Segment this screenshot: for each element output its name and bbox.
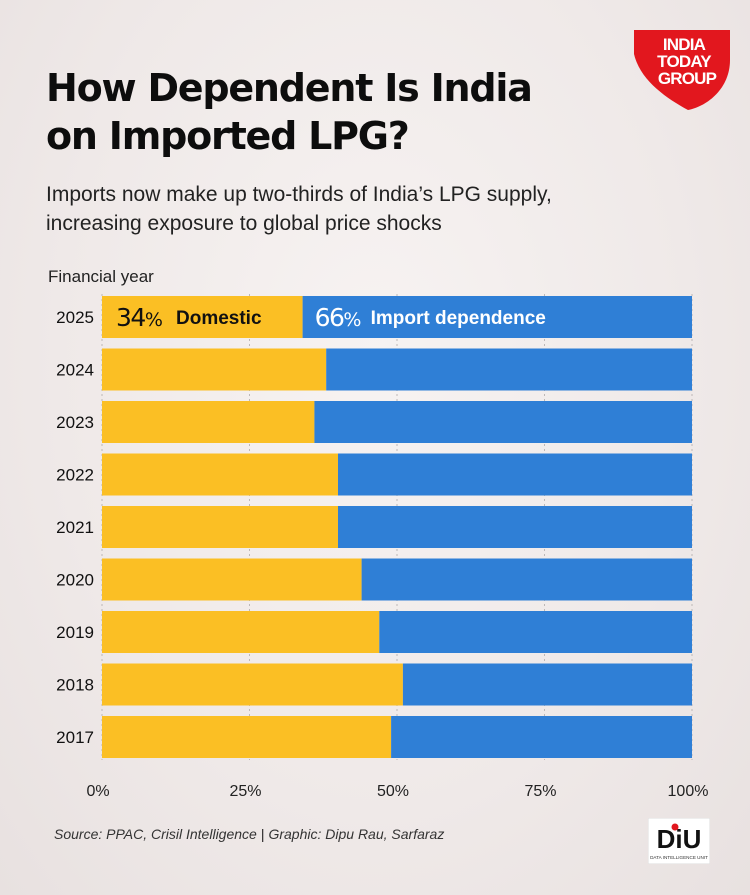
diu-badge-background — [648, 818, 710, 864]
source-note: Source: PPAC, Crisil Intelligence | Graphi… — [54, 826, 444, 842]
bar-domestic — [102, 506, 338, 548]
x-tick-label: 25% — [229, 783, 261, 800]
diu-badge: DiU DATA INTELLIGENCE UNIT — [648, 818, 710, 864]
logo-shield-shape — [634, 30, 730, 110]
y-tick-label: 2018 — [56, 676, 94, 695]
bar-import — [361, 558, 692, 601]
diu-badge-dot — [671, 823, 679, 831]
bar-import — [338, 506, 692, 548]
import-value: 66 — [315, 303, 344, 332]
title-line-2: on Imported LPG? — [46, 114, 410, 158]
india-today-group-logo: INDIA TODAY GROUP — [634, 30, 730, 110]
x-tick-label: 0% — [86, 783, 109, 800]
diu-badge-caption: DATA INTELLIGENCE UNIT — [650, 855, 708, 860]
bar-import — [338, 453, 692, 496]
title-line-1: How Dependent Is India — [46, 66, 533, 110]
legend-domestic: Domestic — [176, 308, 262, 329]
bar-import — [326, 348, 692, 391]
bar-import — [314, 401, 692, 443]
y-tick-label: 2023 — [56, 413, 94, 432]
y-tick-label: 2024 — [56, 361, 94, 380]
bar-import — [379, 611, 692, 653]
bar-domestic — [102, 716, 392, 758]
labels: 0% 25% 50% 75% 100% 2025 2024 2023 2022 2021 2020 2… — [56, 303, 708, 800]
source-text: Source: PPAC, Crisil Intelligence — [54, 826, 257, 842]
y-tick-label: 2021 — [56, 518, 94, 537]
y-axis-title: Financial year — [48, 267, 154, 286]
x-tick-label: 75% — [524, 783, 556, 800]
bars — [102, 296, 692, 758]
subtitle-line-2: increasing exposure to global price shoc… — [46, 212, 442, 235]
bar-import — [391, 716, 692, 758]
source-separator: | — [260, 826, 265, 842]
bar-domestic — [102, 348, 327, 391]
bar-domestic — [102, 453, 338, 496]
bar-import — [302, 296, 692, 338]
domestic-percent-sign: % — [145, 309, 162, 331]
bar-domestic — [102, 663, 403, 706]
subtitle-line-1: Imports now make up two-thirds of India’… — [46, 183, 552, 206]
domestic-data-label: 34% — [116, 303, 162, 332]
chart-subtitle: Imports now make up two-thirds of India’… — [46, 180, 686, 238]
x-tick-label: 50% — [377, 783, 409, 800]
domestic-value: 34 — [116, 303, 145, 332]
bar-domestic — [102, 558, 362, 601]
logo-line-3: GROUP — [658, 69, 717, 88]
y-tick-label: 2017 — [56, 728, 94, 747]
logo-line-1: INDIA — [663, 35, 706, 54]
import-data-label: 66% — [315, 303, 361, 332]
bar-import — [402, 663, 692, 706]
credit-text: Graphic: Dipu Rau, Sarfaraz — [268, 826, 445, 842]
y-tick-label: 2019 — [56, 623, 94, 642]
import-percent-sign: % — [343, 309, 360, 331]
legend-import: Import dependence — [371, 308, 546, 329]
x-tick-label: 100% — [668, 783, 709, 800]
chart-title: How Dependent Is India on Imported LPG? — [46, 64, 606, 160]
bar-domestic — [102, 611, 380, 653]
y-tick-label: 2020 — [56, 571, 94, 590]
logo-line-2: TODAY — [657, 52, 712, 71]
diu-badge-text: DiU — [657, 824, 702, 854]
bar-domestic — [102, 401, 315, 443]
bar-domestic — [102, 296, 303, 338]
y-tick-label: 2025 — [56, 308, 94, 327]
y-tick-label: 2022 — [56, 466, 94, 485]
